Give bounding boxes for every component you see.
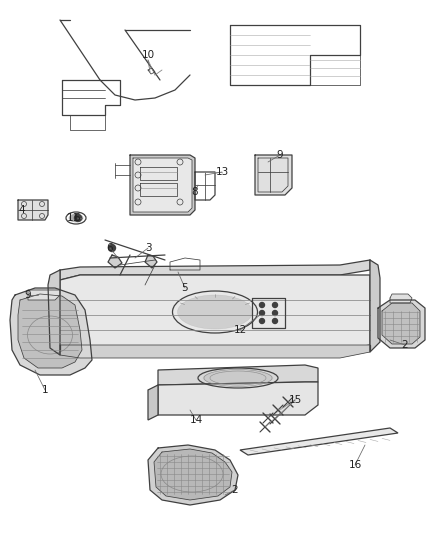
- Circle shape: [272, 311, 278, 316]
- Text: 3: 3: [145, 243, 151, 253]
- Polygon shape: [148, 385, 158, 420]
- Circle shape: [259, 303, 265, 308]
- Polygon shape: [18, 200, 48, 220]
- Text: 6: 6: [74, 213, 80, 223]
- Text: 9: 9: [25, 290, 31, 300]
- Polygon shape: [240, 428, 398, 455]
- Text: 11: 11: [67, 213, 80, 223]
- Text: 16: 16: [348, 460, 362, 470]
- Text: 9: 9: [277, 150, 283, 160]
- Circle shape: [259, 319, 265, 324]
- Circle shape: [272, 319, 278, 324]
- Polygon shape: [145, 255, 157, 268]
- Text: 4: 4: [19, 205, 25, 215]
- Polygon shape: [48, 270, 60, 355]
- Polygon shape: [28, 290, 60, 300]
- Polygon shape: [133, 158, 192, 212]
- Text: 5: 5: [182, 283, 188, 293]
- Polygon shape: [18, 294, 82, 368]
- Text: 2: 2: [232, 485, 238, 495]
- Ellipse shape: [69, 214, 83, 222]
- Text: 12: 12: [233, 325, 247, 335]
- Polygon shape: [390, 294, 412, 303]
- Polygon shape: [60, 260, 370, 280]
- Circle shape: [272, 303, 278, 308]
- Polygon shape: [158, 365, 318, 385]
- Circle shape: [259, 311, 265, 316]
- Polygon shape: [10, 288, 92, 375]
- Polygon shape: [378, 300, 425, 348]
- Polygon shape: [370, 260, 380, 352]
- Polygon shape: [148, 445, 238, 505]
- Circle shape: [74, 214, 81, 222]
- Polygon shape: [158, 382, 318, 415]
- Ellipse shape: [177, 295, 252, 329]
- Text: 15: 15: [288, 395, 302, 405]
- Text: 10: 10: [141, 50, 155, 60]
- Polygon shape: [60, 275, 370, 350]
- Text: 13: 13: [215, 167, 229, 177]
- Text: 6: 6: [107, 243, 113, 253]
- Polygon shape: [154, 449, 232, 500]
- Text: 2: 2: [402, 340, 408, 350]
- Ellipse shape: [203, 370, 273, 385]
- Polygon shape: [108, 255, 122, 268]
- Polygon shape: [130, 155, 195, 215]
- Circle shape: [109, 245, 116, 252]
- Polygon shape: [382, 303, 420, 344]
- Polygon shape: [255, 155, 292, 195]
- Text: 8: 8: [192, 187, 198, 197]
- Text: 1: 1: [42, 385, 48, 395]
- Text: 14: 14: [189, 415, 203, 425]
- Polygon shape: [60, 345, 370, 358]
